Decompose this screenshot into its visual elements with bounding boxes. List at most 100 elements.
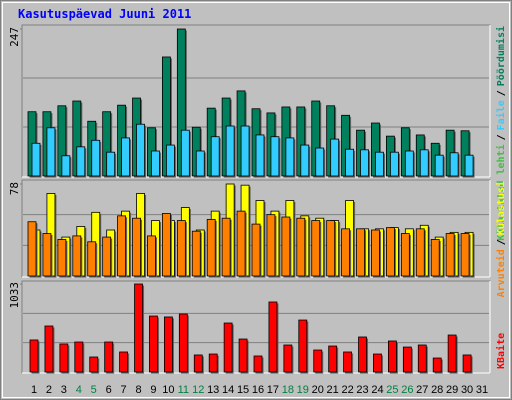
bar	[165, 144, 175, 177]
bar	[251, 223, 261, 277]
x-tick-label: 6	[106, 384, 112, 396]
x-tick-label: 7	[121, 384, 127, 396]
bar	[328, 345, 338, 373]
legend-entry: Arvuteid	[495, 249, 507, 297]
bar	[330, 138, 340, 177]
x-tick-label: 16	[252, 384, 264, 396]
bar	[59, 343, 69, 373]
legend-entry: KBaite	[495, 333, 507, 369]
bar	[121, 137, 130, 177]
bar	[296, 217, 306, 277]
x-tick-label: 24	[371, 384, 383, 396]
bar	[432, 357, 442, 373]
bar	[283, 344, 293, 373]
bar	[345, 148, 355, 177]
bar	[208, 353, 218, 373]
bar	[460, 233, 470, 277]
bar	[462, 354, 472, 373]
bar	[387, 340, 397, 373]
bar	[151, 150, 160, 177]
x-tick-label: 5	[91, 384, 97, 396]
bar	[236, 210, 246, 277]
bar	[193, 354, 203, 373]
bar	[61, 155, 71, 177]
legend-entry: Faile	[495, 100, 507, 130]
y-tick-label: 247	[8, 27, 21, 47]
x-tick-label: 11	[178, 384, 189, 396]
bar	[57, 239, 67, 277]
legend-entry: /	[496, 134, 507, 140]
bar	[255, 134, 265, 177]
chart-title: Kasutuspäevad Juuni 2011	[18, 7, 191, 21]
bar	[404, 150, 414, 177]
bar	[225, 125, 235, 177]
bar	[360, 149, 369, 177]
bar	[136, 123, 145, 177]
x-tick-label: 25	[386, 384, 398, 396]
bar	[44, 325, 54, 373]
x-tick-label: 13	[207, 384, 219, 396]
x-tick-label: 30	[461, 384, 473, 396]
legend-entry: /	[496, 239, 507, 245]
bar	[375, 151, 384, 177]
x-tick-label: 22	[341, 384, 353, 396]
x-tick-label: 29	[446, 384, 458, 396]
x-tick-label: 14	[222, 384, 234, 396]
bar	[464, 154, 474, 177]
bar	[191, 230, 201, 277]
bar	[134, 283, 143, 373]
bar	[373, 353, 382, 373]
bar	[343, 351, 353, 373]
x-tick-label: 18	[282, 384, 294, 396]
bar	[285, 137, 295, 177]
bar	[206, 218, 216, 277]
x-tick-label: 12	[192, 384, 204, 396]
x-tick-label: 10	[162, 384, 174, 396]
bar	[91, 139, 101, 177]
bar	[42, 233, 52, 277]
bar	[298, 319, 308, 373]
bar	[311, 220, 321, 277]
bar	[102, 236, 112, 277]
bar	[356, 228, 365, 277]
bar	[31, 142, 41, 177]
bar	[163, 316, 173, 373]
legend-entry: Külastatud lehti	[495, 144, 507, 240]
legend-entry: Pöördumisi	[495, 26, 507, 86]
bar	[417, 344, 427, 373]
bar	[434, 154, 444, 177]
bar	[389, 151, 399, 177]
bar	[223, 322, 233, 373]
bar	[313, 349, 323, 373]
bar	[119, 351, 128, 373]
bar	[106, 151, 116, 177]
bar	[402, 346, 412, 373]
legend-entry: /	[496, 90, 507, 96]
y-tick-label: 1033	[8, 282, 21, 309]
x-tick-label: 3	[61, 384, 67, 396]
bar	[445, 233, 455, 277]
bar	[195, 150, 205, 177]
x-tick-label: 27	[416, 384, 428, 396]
bar	[178, 313, 188, 373]
bar	[132, 217, 141, 277]
bar	[385, 227, 395, 277]
bar	[46, 127, 56, 177]
bar	[87, 241, 97, 277]
bar	[72, 235, 82, 277]
x-tick-label: 15	[237, 384, 249, 396]
bar	[27, 221, 37, 277]
bar	[447, 334, 457, 373]
bar	[266, 214, 276, 277]
x-tick-label: 31	[476, 384, 488, 396]
bar	[180, 129, 190, 177]
bar	[449, 152, 459, 177]
x-tick-label: 4	[76, 384, 82, 396]
bar	[371, 229, 380, 277]
bar	[74, 341, 84, 373]
x-tick-label: 19	[297, 384, 309, 396]
bar	[149, 315, 158, 373]
x-tick-label: 23	[356, 384, 368, 396]
